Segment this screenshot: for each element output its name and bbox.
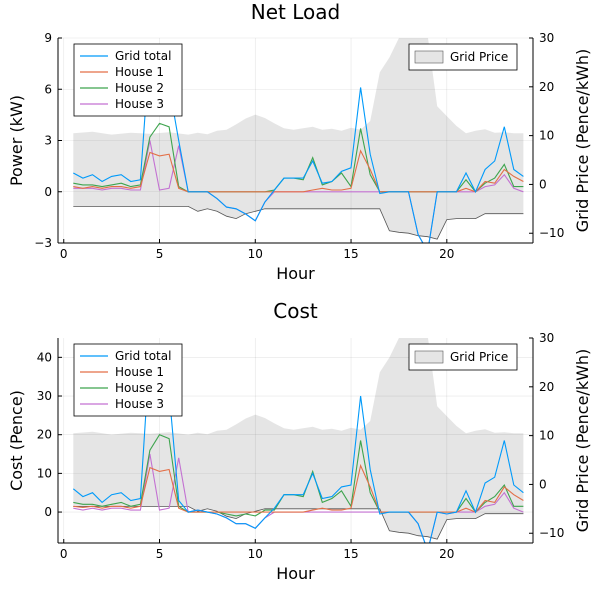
- y2-tick-label: −10: [539, 226, 564, 240]
- y-tick-label: 6: [44, 82, 52, 96]
- y-tick-label: 30: [37, 389, 52, 403]
- legend-swatch: [414, 350, 444, 364]
- legend-box: [408, 343, 518, 371]
- series-legend: Grid total House 1 House 2 House 3: [73, 43, 183, 117]
- y2-tick-label: 0: [539, 177, 547, 191]
- y2-tick-label: 20: [539, 380, 554, 394]
- y2-tick-label: −10: [539, 526, 564, 540]
- y2-tick-label: 30: [539, 31, 554, 45]
- chart-title: Net Load: [251, 0, 340, 24]
- chart-title: Cost: [273, 299, 318, 323]
- x-tick-label: 0: [60, 247, 68, 261]
- y2-tick-label: 10: [539, 129, 554, 143]
- y2-axis-label: Grid Price (Pence/kWh): [573, 49, 592, 233]
- y-tick-label: −3: [34, 236, 52, 250]
- chart-panel-2: 0 5 10 15 20 0 10 20 30 40 −10 0 10 20 30 Cost Hour Cost …: [7, 299, 592, 583]
- x-axis-label: Hour: [276, 564, 315, 583]
- x-tick-label: 15: [343, 247, 358, 261]
- legend-entry: Grid Price: [450, 50, 508, 64]
- y-axis-label: Cost (Pence): [7, 390, 26, 491]
- y2-axis-label: Grid Price (Pence/kWh): [573, 349, 592, 533]
- y-tick-label: 20: [37, 428, 52, 442]
- y-tick-label: 9: [44, 31, 52, 45]
- y-tick-label: 0: [44, 505, 52, 519]
- legend-entry: Grid total: [115, 49, 171, 63]
- y2-tick-label: 10: [539, 429, 554, 443]
- y-tick-label: 0: [44, 185, 52, 199]
- y2-tick-label: 0: [539, 477, 547, 491]
- legend-entry: Grid Price: [450, 350, 508, 364]
- price-legend: Grid Price: [408, 43, 518, 71]
- legend-entry: House 2: [115, 81, 164, 95]
- y-tick-label: 10: [37, 466, 52, 480]
- y-tick-label: 3: [44, 134, 52, 148]
- y2-tick-label: 30: [539, 331, 554, 345]
- legend-box: [408, 43, 518, 71]
- legend-entry: House 1: [115, 65, 164, 79]
- x-tick-label: 15: [343, 547, 358, 561]
- y-tick-label: 40: [37, 350, 52, 364]
- legend-swatch: [414, 50, 444, 64]
- price-legend: Grid Price: [408, 343, 518, 371]
- x-tick-label: 10: [248, 547, 263, 561]
- series-legend: Grid total House 1 House 2 House 3: [73, 343, 183, 417]
- grid-price-lower-edge: [73, 206, 524, 240]
- x-tick-label: 20: [439, 547, 454, 561]
- x-tick-label: 20: [439, 247, 454, 261]
- x-tick-label: 5: [156, 547, 164, 561]
- x-tick-label: 5: [156, 247, 164, 261]
- legend-entry: House 3: [115, 397, 164, 411]
- grid-price-band: [73, 338, 524, 540]
- legend-entry: House 2: [115, 381, 164, 395]
- legend-entry: House 3: [115, 97, 164, 111]
- series-line-house-1: [73, 463, 524, 513]
- chart-panel-1: 0 5 10 15 20 −3 0 3 6 9 −10 0 10 20 30 Net Load Hour Powe…: [7, 0, 592, 283]
- y2-tick-label: 20: [539, 80, 554, 94]
- y-axis-label: Power (kW): [7, 95, 26, 186]
- x-tick-label: 10: [248, 247, 263, 261]
- x-tick-label: 0: [60, 547, 68, 561]
- x-axis-label: Hour: [276, 264, 315, 283]
- legend-entry: House 1: [115, 365, 164, 379]
- grid-price-band: [73, 38, 524, 240]
- legend-entry: Grid total: [115, 349, 171, 363]
